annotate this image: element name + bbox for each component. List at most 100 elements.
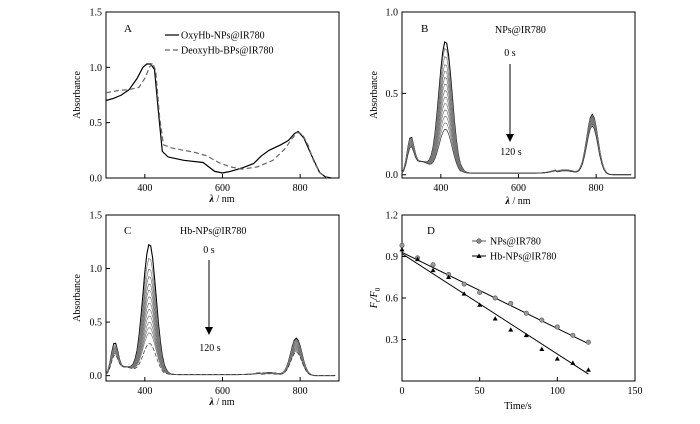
panel-c: C 0.0 0.5 1.0 1.5 400 600 800 Hb-NPs@IR780 0 … [72,211,340,408]
panel-d-ytick-label: 0.9 [386,252,399,263]
oxyhb-spectrum-line [105,63,332,179]
legend-deoxyhb-label: DeoxyHb-BPs@IR780 [181,46,274,57]
hb-nps-data-point [492,316,498,321]
panel-a-xlabel-unit: / nm [214,194,235,205]
panel-b-xlabel-var: λ [504,196,510,207]
panel-d-xlabel: Time/s [504,401,532,412]
panel-c-letter: C [124,225,131,237]
panel-b-xlabel-unit: / nm [510,196,531,207]
hb-nps-data-point [508,327,514,332]
hb-nps-fit-line [401,253,589,375]
nps-data-point [523,310,529,316]
panel-b-annotation-end: 120 s [500,147,522,158]
panel-a-ylabel: Absorbance [72,71,83,119]
panel-a-y-ticks: 0.0 0.5 1.0 1.5 [90,8,110,185]
legend-oxyhb-label: OxyHb-NPs@IR780 [181,31,265,42]
legend-hb-label: Hb-NPs@IR780 [490,252,556,263]
panel-d-ylabel-mid: /F [369,290,380,301]
panel-d-ylabel: Ft/F0 [369,287,382,309]
panel-a-xtick-label: 800 [293,183,308,194]
panel-c-series [105,243,336,377]
panel-d-letter: D [427,225,435,237]
panel-c-spectrum-line [105,343,336,376]
panel-d-ytick-label: 1.2 [386,211,399,222]
panel-d-ylabel-sub1: t [374,300,382,302]
hb-nps-data-point [523,332,529,338]
panel-c-ytick-label: 0.5 [90,318,103,329]
nps-data-point [430,262,436,268]
deoxyhb-spectrum-line [105,61,328,179]
panel-a-ytick-label: 0.0 [90,174,103,185]
hb-nps-data-point [399,246,405,252]
panel-b-series [401,41,632,176]
nps-data-point [554,324,560,330]
panel-c-xtick-label: 800 [293,386,308,397]
panel-a-xtick-label: 600 [215,183,230,194]
panel-b-ytick-label: 1.0 [386,8,399,19]
panel-c-annotation-end: 120 s [199,343,221,354]
panel-c-ylabel: Absorbance [72,274,83,322]
hb-nps-data-point [539,346,545,351]
hb-nps-data-point [461,291,467,296]
panel-c-xtick-label: 600 [215,386,230,397]
panel-d: D 0.3 0.6 0.9 1.2 0 50 100 150 NPs@IR780 Hb-NP… [369,211,643,413]
panel-a-xlabel-var: λ [208,194,214,205]
legend-nps-label: NPs@IR780 [490,237,541,248]
panel-d-x-ticks: 0 50 100 150 [400,377,643,397]
panel-c-xlabel: λ / nm [208,397,234,408]
panel-d-ylabel-main: F [369,301,380,309]
panel-d-xtick-label: 100 [550,386,565,397]
panel-c-ytick-label: 1.0 [90,264,103,275]
panel-c-y-ticks: 0.0 0.5 1.0 1.5 [90,211,110,382]
panel-b-letter: B [421,23,428,35]
nps-data-point [585,339,591,345]
panel-a-ytick-label: 1.0 [90,63,103,74]
panel-a-xlabel: λ / nm [208,194,234,205]
panel-b-xtick-label: 800 [589,183,604,194]
panel-c-annotation-start: 0 s [203,245,215,256]
nps-data-point [461,281,467,287]
panel-c-time-arrowhead [205,327,213,335]
panel-b-x-ticks: 400 600 800 [433,174,604,194]
nps-data-point [570,332,576,338]
panel-b: B 0.0 0.5 1.0 400 600 800 NPs@IR780 0 s 120 … [369,8,636,207]
panel-c-title: Hb-NPs@IR780 [180,226,246,237]
hb-nps-data-point [477,302,483,307]
panel-d-ylabel-sub2: 0 [374,287,382,291]
hb-nps-data-point [430,267,436,273]
nps-data-point [492,295,498,301]
legend-nps-marker [476,238,482,244]
panel-a-letter: A [124,23,132,35]
panel-d-ytick-label: 0.3 [386,335,399,346]
panel-c-xlabel-unit: / nm [214,397,235,408]
panel-b-time-arrowhead [506,134,514,142]
panel-b-ylabel: Absorbance [369,71,380,119]
nps-data-point [477,289,483,295]
legend-hb-marker [476,253,482,258]
panel-d-y-ticks: 0.3 0.6 0.9 1.2 [386,211,406,346]
panel-b-xlabel: λ / nm [504,196,530,207]
panel-b-xtick-label: 600 [511,183,526,194]
hb-nps-data-point [570,360,576,365]
hb-nps-data-point [415,256,421,262]
panel-a-legend: OxyHb-NPs@IR780 DeoxyHb-BPs@IR780 [165,31,274,57]
panel-d-markers [399,242,591,372]
panel-c-x-ticks: 400 600 800 [137,377,308,397]
panel-d-xtick-label: 0 [400,386,405,397]
panel-a-series [105,61,332,179]
panel-a-x-ticks: 400 600 800 [137,174,308,194]
panel-c-xtick-label: 400 [137,386,152,397]
panel-a-xtick-label: 400 [137,183,152,194]
panel-d-fits [401,251,589,375]
panel-d-xtick-label: 50 [475,386,485,397]
panel-b-title: NPs@IR780 [495,25,546,36]
panel-b-ytick-label: 0.5 [386,89,399,100]
panel-c-ytick-label: 1.5 [90,211,103,222]
panel-c-ytick-label: 0.0 [90,371,103,382]
panel-b-annotation-start: 0 s [504,48,516,59]
panel-c-xlabel-var: λ [208,397,214,408]
panel-d-legend: NPs@IR780 Hb-NPs@IR780 [472,237,556,263]
nps-data-point [508,301,514,307]
panel-b-y-ticks: 0.0 0.5 1.0 [386,8,406,181]
